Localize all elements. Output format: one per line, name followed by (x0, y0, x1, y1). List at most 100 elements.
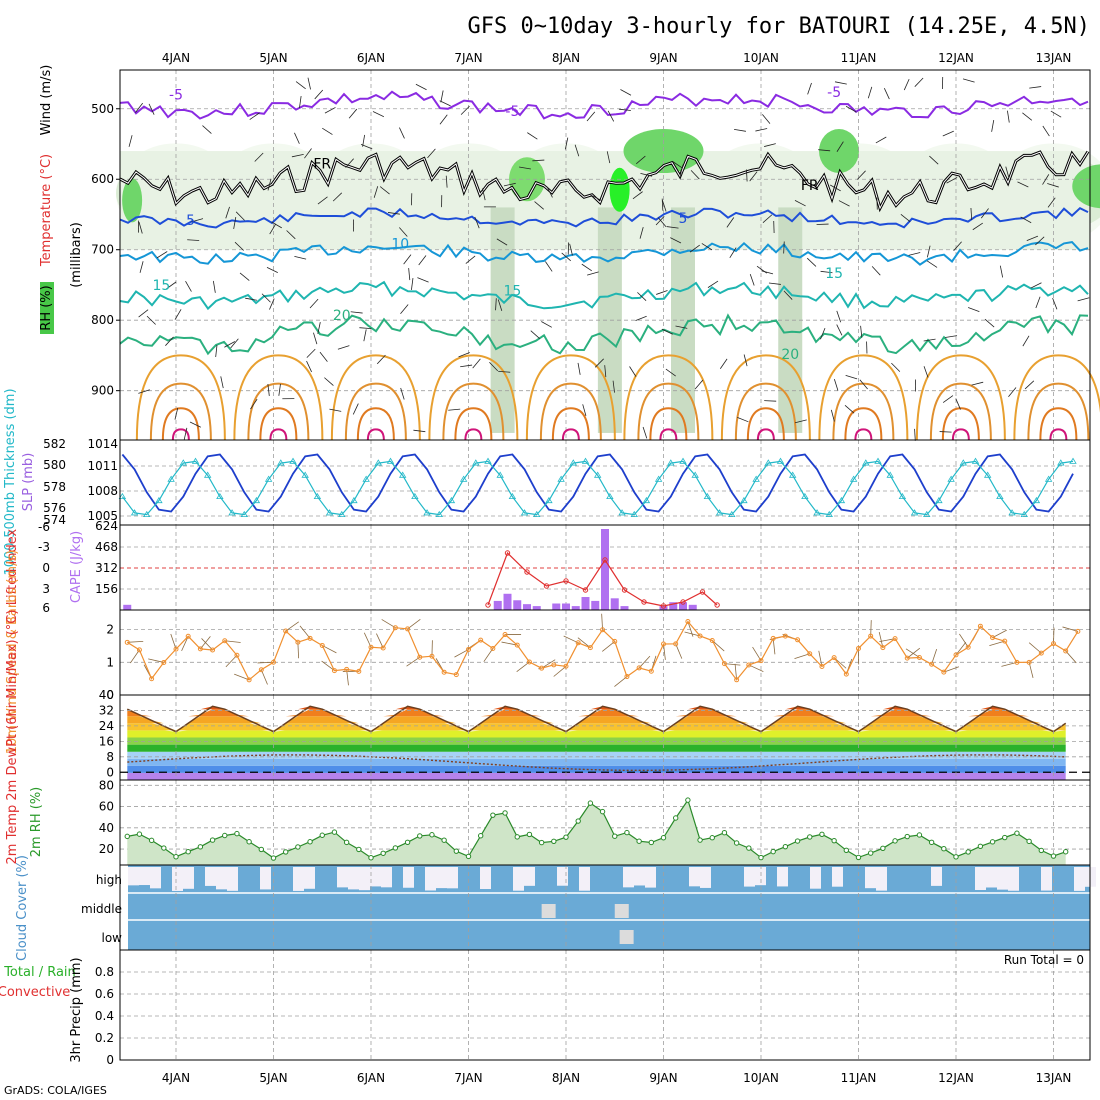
date-label-bottom: 9JAN (649, 1071, 677, 1085)
thickness-marker (947, 475, 955, 482)
contour-label: 15 (152, 278, 170, 294)
rh-marker (417, 833, 423, 839)
wind-barb (661, 200, 667, 212)
cloud-clear-high (810, 867, 821, 889)
li-marker (660, 603, 667, 609)
wind-barb (379, 186, 390, 195)
rh-marker (465, 853, 472, 860)
rh-marker (136, 831, 143, 837)
wind-barb (519, 166, 531, 170)
wind-speed-marker (587, 645, 593, 651)
wind-barb-10m (684, 631, 701, 637)
cloud-clear-high (744, 867, 755, 887)
contour-label: 20 (781, 347, 799, 363)
thickness-marker (959, 459, 968, 466)
wind-barb (830, 409, 835, 422)
wind-barb (202, 125, 212, 134)
warm-isotherm (356, 407, 395, 441)
slp-ytick: 1005 (87, 509, 118, 523)
cloud-clear-high (216, 867, 227, 890)
wind-barb (761, 270, 774, 275)
rh2m-axis-label: 2m RH (%) (29, 787, 44, 858)
wind-barb (128, 135, 133, 147)
wind-speed-marker (709, 637, 715, 643)
wind-barb (250, 398, 258, 410)
wind-barb-10m (675, 643, 683, 659)
cloud-clear-high (645, 867, 656, 888)
wind-barb (871, 266, 881, 276)
wind-barb (859, 379, 868, 390)
warm-isotherm (1027, 382, 1090, 441)
rh-marker (551, 838, 557, 844)
wind-barb (794, 419, 807, 424)
rh-marker (1062, 849, 1069, 855)
wind-barb (962, 78, 975, 83)
wind-barb (679, 164, 684, 177)
warm-isotherm (464, 428, 483, 441)
rh-marker (648, 839, 655, 846)
wind-barb (834, 81, 847, 85)
wind-barb (783, 290, 793, 300)
wind-speed-line (126, 620, 1079, 681)
wind-barb (234, 241, 244, 251)
wind-speed-marker (429, 653, 435, 659)
wind-barb-10m (127, 640, 144, 643)
rh-area (127, 800, 1066, 865)
cloud-clear-high (865, 867, 876, 889)
cloud-clear-high (128, 867, 139, 886)
thickness-marker (350, 496, 358, 504)
wind-barb (639, 226, 644, 239)
wind-speed-marker (600, 627, 606, 633)
wind-barb-10m (181, 636, 189, 652)
wind-barb (1005, 166, 1010, 179)
thickness-marker (520, 509, 529, 516)
precip-panel-frame (119, 949, 1091, 1061)
wind-barb-10m (752, 646, 762, 661)
wind-barb (818, 149, 831, 152)
thickness-marker (338, 510, 346, 518)
thickness-marker (862, 459, 870, 466)
wind-barb (612, 380, 615, 393)
wind-speed-marker (271, 659, 276, 665)
cloud-clear-high (557, 867, 568, 886)
warm-isotherm (247, 382, 310, 441)
wind-barb-10m (794, 653, 810, 660)
wind-barb-10m (363, 632, 372, 648)
rh-marker (697, 837, 703, 843)
wind-barb (534, 201, 544, 210)
temp-ytick: 24 (99, 719, 114, 733)
wind-speed-marker (563, 663, 569, 669)
cloud-clear-high (755, 867, 766, 886)
wind-barb (418, 255, 427, 266)
wind-barb (1020, 216, 1032, 224)
wind-barb (299, 95, 302, 108)
rh-marker (685, 797, 691, 803)
wind-barb (1042, 125, 1050, 137)
rh-marker (855, 854, 862, 861)
rh-ytick: 60 (99, 800, 114, 814)
wind-barb (670, 237, 682, 244)
thickness-marker (898, 492, 907, 500)
wind-barb (820, 327, 826, 340)
thickness-ytick: 580 (43, 458, 66, 472)
wind-barb (360, 144, 373, 150)
thickness-marker (654, 475, 663, 482)
slp-axis-label: SLP (mb) (21, 453, 36, 512)
rh-marker (270, 855, 277, 861)
wind-barb (1029, 86, 1042, 89)
wind-barb-10m (376, 633, 384, 649)
thickness-marker (715, 509, 724, 516)
rh-marker (185, 849, 191, 855)
wind-barb (794, 199, 806, 207)
wind-barb (661, 328, 673, 335)
wind-speed-marker (466, 646, 471, 652)
wind-speed-marker (1038, 650, 1044, 656)
slp-ytick: 1008 (87, 484, 118, 498)
wind-barb (764, 400, 777, 402)
wind-barb (726, 217, 735, 228)
wind-barb (314, 89, 324, 100)
temp-ytick: 0 (106, 765, 114, 779)
rh-marker (892, 838, 898, 844)
cape-bar (523, 604, 531, 610)
wind-barb (838, 200, 850, 207)
